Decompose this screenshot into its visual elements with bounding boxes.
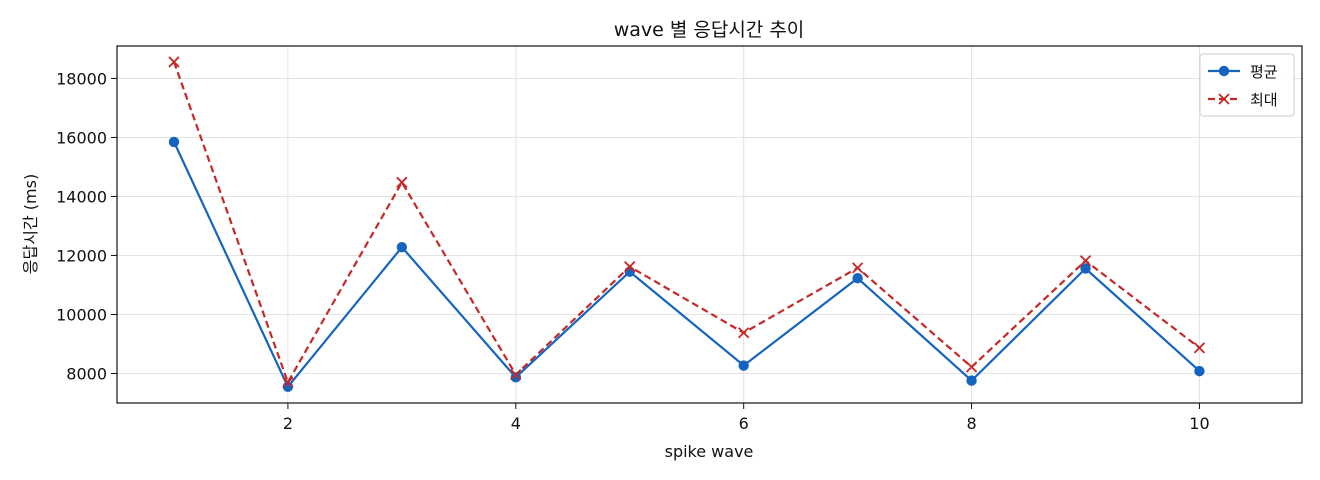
- legend-box: [1199, 53, 1295, 117]
- y-tick-label: 18000: [56, 69, 107, 88]
- plot-frame: [116, 45, 1303, 404]
- legend-marker: [1218, 93, 1230, 105]
- chart-title: wave 별 응답시간 추이: [614, 19, 805, 41]
- data-point: [1194, 365, 1205, 377]
- series-2: [168, 56, 1206, 388]
- data-point: [510, 369, 522, 381]
- data-point: [282, 376, 294, 388]
- series-line: [172, 61, 1201, 385]
- data-point: [738, 327, 750, 339]
- data-point: [966, 375, 977, 386]
- legend-label: 최대: [1250, 91, 1278, 109]
- y-axis-label: 응답시간 (ms): [21, 174, 40, 274]
- x-tick-label: 8: [966, 414, 976, 433]
- legend-item: 평균: [1208, 63, 1278, 81]
- data-point: [1193, 342, 1206, 354]
- data-point: [1079, 255, 1092, 267]
- x-tick-label: 10: [1189, 414, 1209, 433]
- legend-item: 최대: [1208, 91, 1278, 109]
- axis-ticks: 2 4 6 8 10 8000 10000 12000 14000 16000 18000: [56, 69, 1210, 433]
- data-point: [168, 56, 180, 68]
- data-point: [965, 361, 978, 373]
- data-point: [396, 242, 408, 253]
- data-point: [1080, 263, 1091, 274]
- x-tick-label: 4: [511, 414, 521, 433]
- data-point: [852, 272, 863, 284]
- data-point: [738, 360, 749, 371]
- y-tick-label: 14000: [56, 187, 107, 206]
- data-point: [851, 262, 864, 274]
- legend-marker: [1218, 65, 1230, 77]
- y-tick-label: 8000: [66, 364, 107, 383]
- y-tick-label: 16000: [56, 128, 107, 147]
- x-tick-label: 6: [739, 414, 749, 433]
- y-tick-label: 12000: [56, 246, 107, 265]
- data-point: [624, 261, 636, 273]
- series-layer: [168, 56, 1206, 392]
- x-axis-label: spike wave: [665, 442, 754, 461]
- legend-label: 평균: [1250, 63, 1278, 81]
- y-tick-label: 10000: [56, 305, 107, 324]
- series-1: [168, 136, 1205, 392]
- grid: [117, 46, 1302, 403]
- data-point: [168, 136, 180, 148]
- x-tick-label: 2: [283, 414, 293, 433]
- data-point: [396, 176, 408, 188]
- data-point: [510, 372, 521, 383]
- series-line: [173, 141, 1201, 389]
